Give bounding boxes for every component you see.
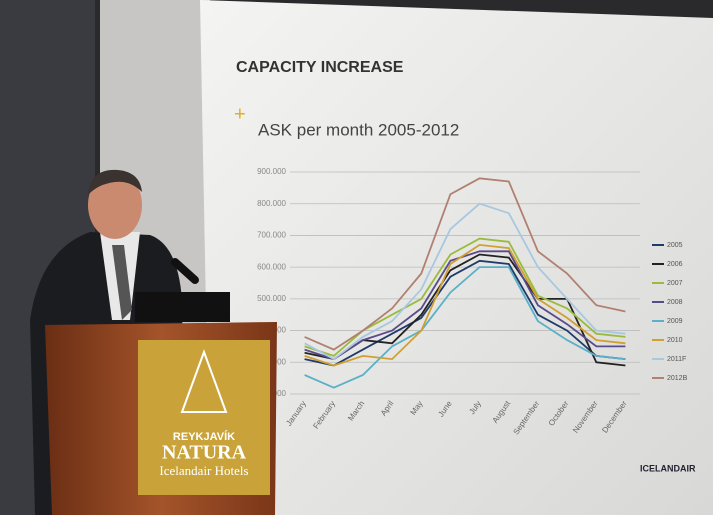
screen — [200, 0, 713, 515]
legend-label: 2012B — [667, 375, 688, 382]
y-tick-label: 600.000 — [257, 262, 286, 271]
legend-label: 2010 — [667, 337, 683, 344]
series-line — [304, 250, 626, 361]
podium-panel — [138, 340, 270, 495]
slide-subtitle: ASK per month 2005-2012 — [258, 120, 459, 139]
series-line — [304, 243, 626, 367]
y-tick-label: 800.000 — [257, 199, 286, 208]
speaker-tie — [112, 245, 132, 320]
y-tick-label: 700.000 — [257, 231, 286, 240]
podium-text: Icelandair Hotels — [159, 463, 248, 478]
slide-title: CAPACITY INCREASE — [236, 59, 404, 76]
legend-label: 2007 — [667, 280, 683, 287]
laptop — [135, 292, 230, 322]
podium-text: NATURA — [162, 442, 247, 464]
series-line — [304, 202, 626, 361]
legend-label: 2008 — [667, 299, 683, 306]
podium-text: REYKJAVÍK — [173, 430, 235, 443]
legend-label: 2009 — [667, 318, 683, 325]
speaker-head — [88, 171, 142, 239]
legend-label: 2011F — [667, 356, 686, 363]
series-line — [304, 259, 626, 367]
y-tick-label: 900.000 — [257, 167, 286, 176]
legend-label: 2006 — [667, 261, 683, 268]
bullet-plus: + — [234, 103, 246, 125]
y-tick-label: 500.000 — [257, 294, 286, 303]
series-line — [304, 177, 626, 351]
legend-label: 2005 — [667, 242, 683, 249]
logo: ICELANDAIR — [640, 463, 696, 473]
series-line — [304, 266, 626, 389]
speaker-hair — [88, 169, 142, 195]
podium-logo-icon — [180, 349, 228, 413]
microphone — [171, 258, 199, 284]
